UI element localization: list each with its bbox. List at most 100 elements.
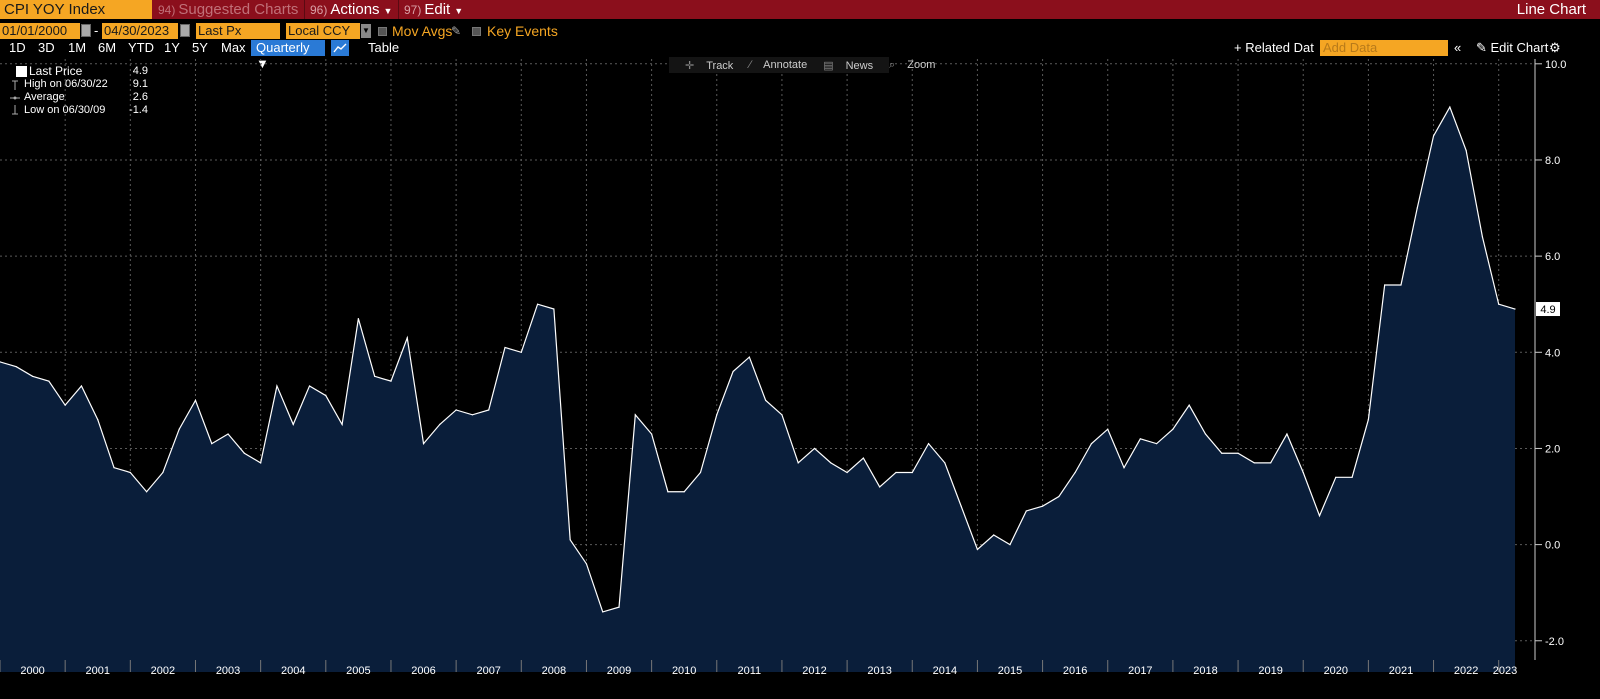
suggested-charts-button[interactable]: 94) Suggested Charts	[158, 0, 298, 19]
zoom-icon: ⌕	[889, 58, 896, 71]
calendar-icon[interactable]	[81, 24, 91, 37]
data-point	[1074, 471, 1076, 474]
add-data-input[interactable]: Add Data	[1320, 40, 1448, 56]
data-point	[1156, 443, 1158, 445]
axis-labels: 2000 2001 2002 2003 2004 2005 2006 2007 2008 2009…	[0, 59, 1566, 677]
end-date-field[interactable]: 04/30/2023	[102, 23, 178, 39]
period-1y[interactable]: 1Y	[164, 40, 180, 55]
collapse-icon[interactable]: «	[1454, 40, 1462, 55]
x-tick-label: 2014	[933, 665, 957, 677]
key-events-label[interactable]: Key Events	[487, 23, 558, 39]
data-point	[895, 471, 897, 474]
ticker-field[interactable]: CPI YOY Index	[0, 0, 152, 19]
data-point	[1058, 495, 1060, 498]
chevron-down-icon: ▼	[383, 6, 393, 16]
x-tick-label: 2000	[20, 665, 44, 677]
chart-type-title[interactable]: Line Chart	[1516, 1, 1586, 18]
timeline-scrollbar[interactable]	[0, 683, 1600, 699]
x-tick-label: 2007	[476, 665, 500, 677]
data-point	[374, 375, 376, 377]
currency-select[interactable]: Local CCY	[286, 23, 360, 39]
data-point	[781, 414, 783, 416]
x-tick-label: 2019	[1258, 665, 1282, 677]
edit-chart-button[interactable]: ✎ Edit Chart	[1476, 40, 1549, 55]
data-point	[1286, 433, 1288, 435]
last-value-box	[1536, 302, 1560, 317]
y-tick-label: 0.0	[1545, 540, 1560, 552]
annotate-button[interactable]: ∕ Annotate	[741, 59, 807, 71]
series-swatch-icon	[16, 66, 27, 77]
legend-last-price[interactable]: Last Price 4.9	[8, 65, 148, 78]
data-point	[830, 462, 832, 464]
cpi-line-chart[interactable]: 2000 2001 2002 2003 2004 2005 2006 2007 2008 2009…	[0, 57, 1600, 683]
y-tick-label: 10.0	[1545, 59, 1566, 71]
data-point	[765, 399, 767, 401]
calendar-icon[interactable]	[180, 24, 190, 37]
date-controls: 01/01/2000 - 04/30/2023 Last Px Local CC…	[0, 23, 1600, 40]
data-point	[667, 491, 669, 493]
data-point	[520, 351, 522, 353]
data-point	[1188, 404, 1190, 406]
period-ytd[interactable]: YTD	[128, 40, 154, 55]
x-tick-label: 2017	[1128, 665, 1152, 677]
actions-label: Actions	[330, 1, 380, 18]
series-area-fill	[0, 107, 1515, 672]
x-tick-label: 2020	[1324, 665, 1348, 677]
data-point	[553, 308, 555, 310]
track-button[interactable]: ✛ Track	[677, 59, 733, 72]
start-date-field[interactable]: 01/01/2000	[0, 23, 80, 39]
data-point	[64, 404, 66, 406]
top-toolbar: CPI YOY Index 94) Suggested Charts 96) Act…	[0, 0, 1600, 19]
annotate-label: Annotate	[763, 59, 808, 71]
high-marker-icon	[10, 79, 20, 90]
key-events-checkbox[interactable]	[472, 27, 481, 36]
period-controls: 1D 3D 1M 6M YTD 1Y 5Y Max Quarterly ▼ Ta…	[0, 40, 1600, 71]
series-area	[0, 105, 1516, 672]
gear-icon[interactable]: ⚙	[1549, 40, 1561, 55]
data-point	[846, 471, 848, 474]
suggested-charts-num: 94)	[158, 3, 176, 17]
data-point	[113, 467, 115, 469]
x-tick-label: 2018	[1193, 665, 1217, 677]
table-button[interactable]: Table	[368, 40, 400, 55]
period-1d[interactable]: 1D	[9, 40, 26, 55]
news-button[interactable]: ▤ News	[815, 59, 873, 72]
data-point	[1384, 284, 1386, 286]
data-point	[960, 505, 962, 507]
x-tick-label: 2023	[1493, 665, 1517, 677]
data-point	[618, 606, 620, 608]
legend-low-value: -1.4	[129, 104, 148, 116]
annotate-icon: ∕	[749, 59, 752, 71]
mov-avgs-label[interactable]: Mov Avgs	[392, 23, 453, 39]
period-1m[interactable]: 1M	[68, 40, 87, 55]
legend-average-label: Average	[24, 91, 65, 103]
period-3d[interactable]: 3D	[38, 40, 55, 55]
period-5y[interactable]: 5Y	[192, 40, 208, 55]
data-point	[1172, 428, 1174, 430]
chart-area[interactable]: 2000 2001 2002 2003 2004 2005 2006 2007 2008 2009…	[0, 57, 1600, 683]
legend-last-value: 4.9	[132, 65, 148, 77]
data-point	[1221, 452, 1223, 454]
actions-menu[interactable]: 96) Actions ▼	[310, 0, 392, 19]
legend-high: High on 06/30/22 9.1	[8, 78, 148, 91]
related-data-button[interactable]: + Related Dat	[1234, 40, 1314, 55]
data-point	[178, 428, 180, 430]
price-field-select[interactable]: Last Px	[196, 23, 280, 39]
period-6m[interactable]: 6M	[98, 40, 117, 55]
pencil-icon[interactable]: ✎	[451, 24, 462, 38]
data-point	[602, 611, 604, 613]
data-point	[797, 462, 799, 464]
data-point	[1237, 452, 1239, 454]
frequency-select[interactable]: Quarterly ▼	[251, 40, 325, 71]
line-chart-icon[interactable]	[331, 40, 349, 56]
period-max[interactable]: Max	[221, 40, 246, 55]
data-point	[699, 471, 702, 474]
chevron-down-icon[interactable]: ▼	[361, 24, 371, 38]
mov-avgs-checkbox[interactable]	[378, 27, 387, 36]
data-point	[732, 370, 734, 373]
edit-menu[interactable]: 97) Edit ▼	[404, 0, 463, 19]
toolbar-divider	[304, 0, 305, 19]
edit-num: 97)	[404, 3, 422, 17]
legend-average: Average 2.6	[8, 91, 148, 104]
zoom-button[interactable]: ⌕ Zoom	[881, 59, 935, 72]
